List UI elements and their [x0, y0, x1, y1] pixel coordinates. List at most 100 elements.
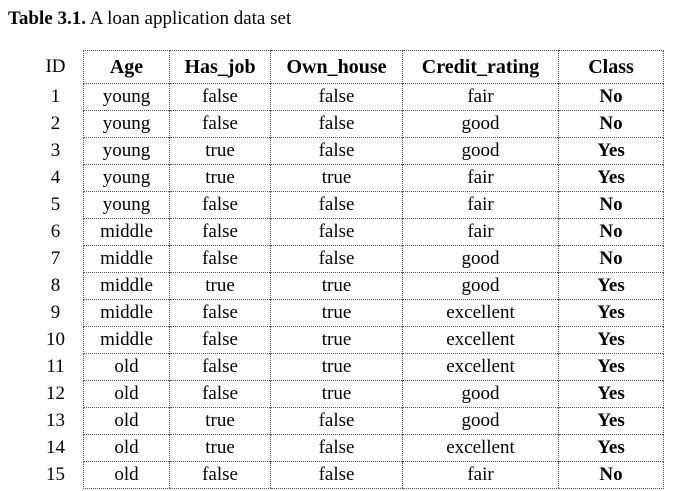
cell-has-job: true — [169, 407, 271, 435]
cell-class: Yes — [558, 326, 664, 354]
cell-age: middle — [83, 218, 170, 246]
cell-has-job: true — [169, 164, 271, 192]
cell-age: young — [83, 191, 170, 219]
table-row: 3 young true false good Yes — [28, 137, 664, 165]
cell-age: middle — [83, 326, 170, 354]
cell-own-house: true — [270, 326, 403, 354]
table-row: 14 old true false excellent Yes — [28, 434, 664, 462]
table-caption-text: A loan application data set — [89, 8, 292, 29]
cell-age: middle — [83, 245, 170, 273]
cell-class: No — [558, 245, 664, 273]
cell-class: Yes — [558, 434, 664, 462]
cell-own-house: true — [270, 380, 403, 408]
column-header-age: Age — [83, 50, 170, 84]
cell-own-house: false — [270, 407, 403, 435]
cell-credit-rating: excellent — [402, 353, 559, 381]
cell-id: 6 — [50, 221, 61, 242]
cell-id: 5 — [50, 194, 61, 215]
cell-class: Yes — [558, 353, 664, 381]
cell-credit-rating: good — [402, 245, 559, 273]
cell-has-job: false — [169, 326, 271, 354]
cell-has-job: true — [169, 272, 271, 300]
cell-id: 3 — [50, 140, 61, 161]
table-caption-label: Table 3.1. — [8, 8, 86, 29]
cell-class: Yes — [558, 380, 664, 408]
cell-has-job: false — [169, 191, 271, 219]
cell-own-house: false — [270, 461, 403, 489]
cell-id: 10 — [46, 329, 65, 350]
cell-has-job: false — [169, 83, 271, 111]
cell-credit-rating: excellent — [402, 299, 559, 327]
cell-age: old — [83, 380, 170, 408]
cell-credit-rating: excellent — [402, 326, 559, 354]
loan-data-table: ID Age Has_job Own_house Credit_rating C… — [28, 50, 664, 489]
cell-id: 1 — [50, 86, 61, 107]
cell-class: Yes — [558, 272, 664, 300]
cell-credit-rating: good — [402, 380, 559, 408]
cell-age: middle — [83, 299, 170, 327]
cell-own-house: true — [270, 164, 403, 192]
cell-age: young — [83, 83, 170, 111]
table-row: 10 middle false true excellent Yes — [28, 326, 664, 354]
cell-id: 2 — [50, 113, 61, 134]
cell-id: 8 — [50, 275, 61, 296]
table-row: 7 middle false false good No — [28, 245, 664, 273]
cell-has-job: false — [169, 353, 271, 381]
cell-credit-rating: fair — [402, 218, 559, 246]
table-caption: Table 3.1. A loan application data set — [8, 7, 291, 31]
cell-class: No — [558, 461, 664, 489]
cell-age: old — [83, 407, 170, 435]
cell-own-house: true — [270, 353, 403, 381]
cell-age: young — [83, 137, 170, 165]
table-row: 5 young false false fair No — [28, 191, 664, 219]
cell-id: 13 — [46, 410, 65, 431]
cell-age: old — [83, 434, 170, 462]
cell-credit-rating: good — [402, 137, 559, 165]
cell-credit-rating: fair — [402, 164, 559, 192]
cell-own-house: false — [270, 218, 403, 246]
cell-own-house: false — [270, 434, 403, 462]
cell-own-house: true — [270, 272, 403, 300]
column-header-credit-rating: Credit_rating — [402, 50, 559, 84]
cell-own-house: false — [270, 137, 403, 165]
cell-class: No — [558, 218, 664, 246]
table-body: 1 young false false fair No 2 young false false go… — [28, 83, 664, 489]
cell-class: Yes — [558, 137, 664, 165]
cell-has-job: true — [169, 137, 271, 165]
cell-class: No — [558, 83, 664, 111]
table-row: 9 middle false true excellent Yes — [28, 299, 664, 327]
table-row: 1 young false false fair No — [28, 83, 664, 111]
cell-own-house: false — [270, 245, 403, 273]
column-header-id: ID — [45, 56, 66, 77]
cell-id: 15 — [46, 464, 65, 485]
cell-credit-rating: fair — [402, 83, 559, 111]
table-row: 2 young false false good No — [28, 110, 664, 138]
column-header-own-house: Own_house — [270, 50, 403, 84]
cell-id: 9 — [50, 302, 61, 323]
cell-own-house: false — [270, 83, 403, 111]
column-header-has-job: Has_job — [169, 50, 271, 84]
table-row: 12 old false true good Yes — [28, 380, 664, 408]
cell-credit-rating: excellent — [402, 434, 559, 462]
cell-id: 7 — [50, 248, 61, 269]
table-row: 8 middle true true good Yes — [28, 272, 664, 300]
cell-class: No — [558, 191, 664, 219]
cell-credit-rating: good — [402, 407, 559, 435]
cell-id: 14 — [46, 437, 65, 458]
cell-age: old — [83, 353, 170, 381]
cell-age: middle — [83, 272, 170, 300]
table-row: 4 young true true fair Yes — [28, 164, 664, 192]
cell-class: Yes — [558, 164, 664, 192]
column-header-class: Class — [558, 50, 664, 84]
cell-own-house: true — [270, 299, 403, 327]
table-row: 6 middle false false fair No — [28, 218, 664, 246]
cell-credit-rating: good — [402, 110, 559, 138]
cell-id: 12 — [46, 383, 65, 404]
cell-credit-rating: fair — [402, 191, 559, 219]
table-header-row: ID Age Has_job Own_house Credit_rating C… — [28, 50, 664, 84]
cell-credit-rating: fair — [402, 461, 559, 489]
cell-class: No — [558, 110, 664, 138]
cell-own-house: false — [270, 110, 403, 138]
cell-credit-rating: good — [402, 272, 559, 300]
cell-has-job: true — [169, 434, 271, 462]
